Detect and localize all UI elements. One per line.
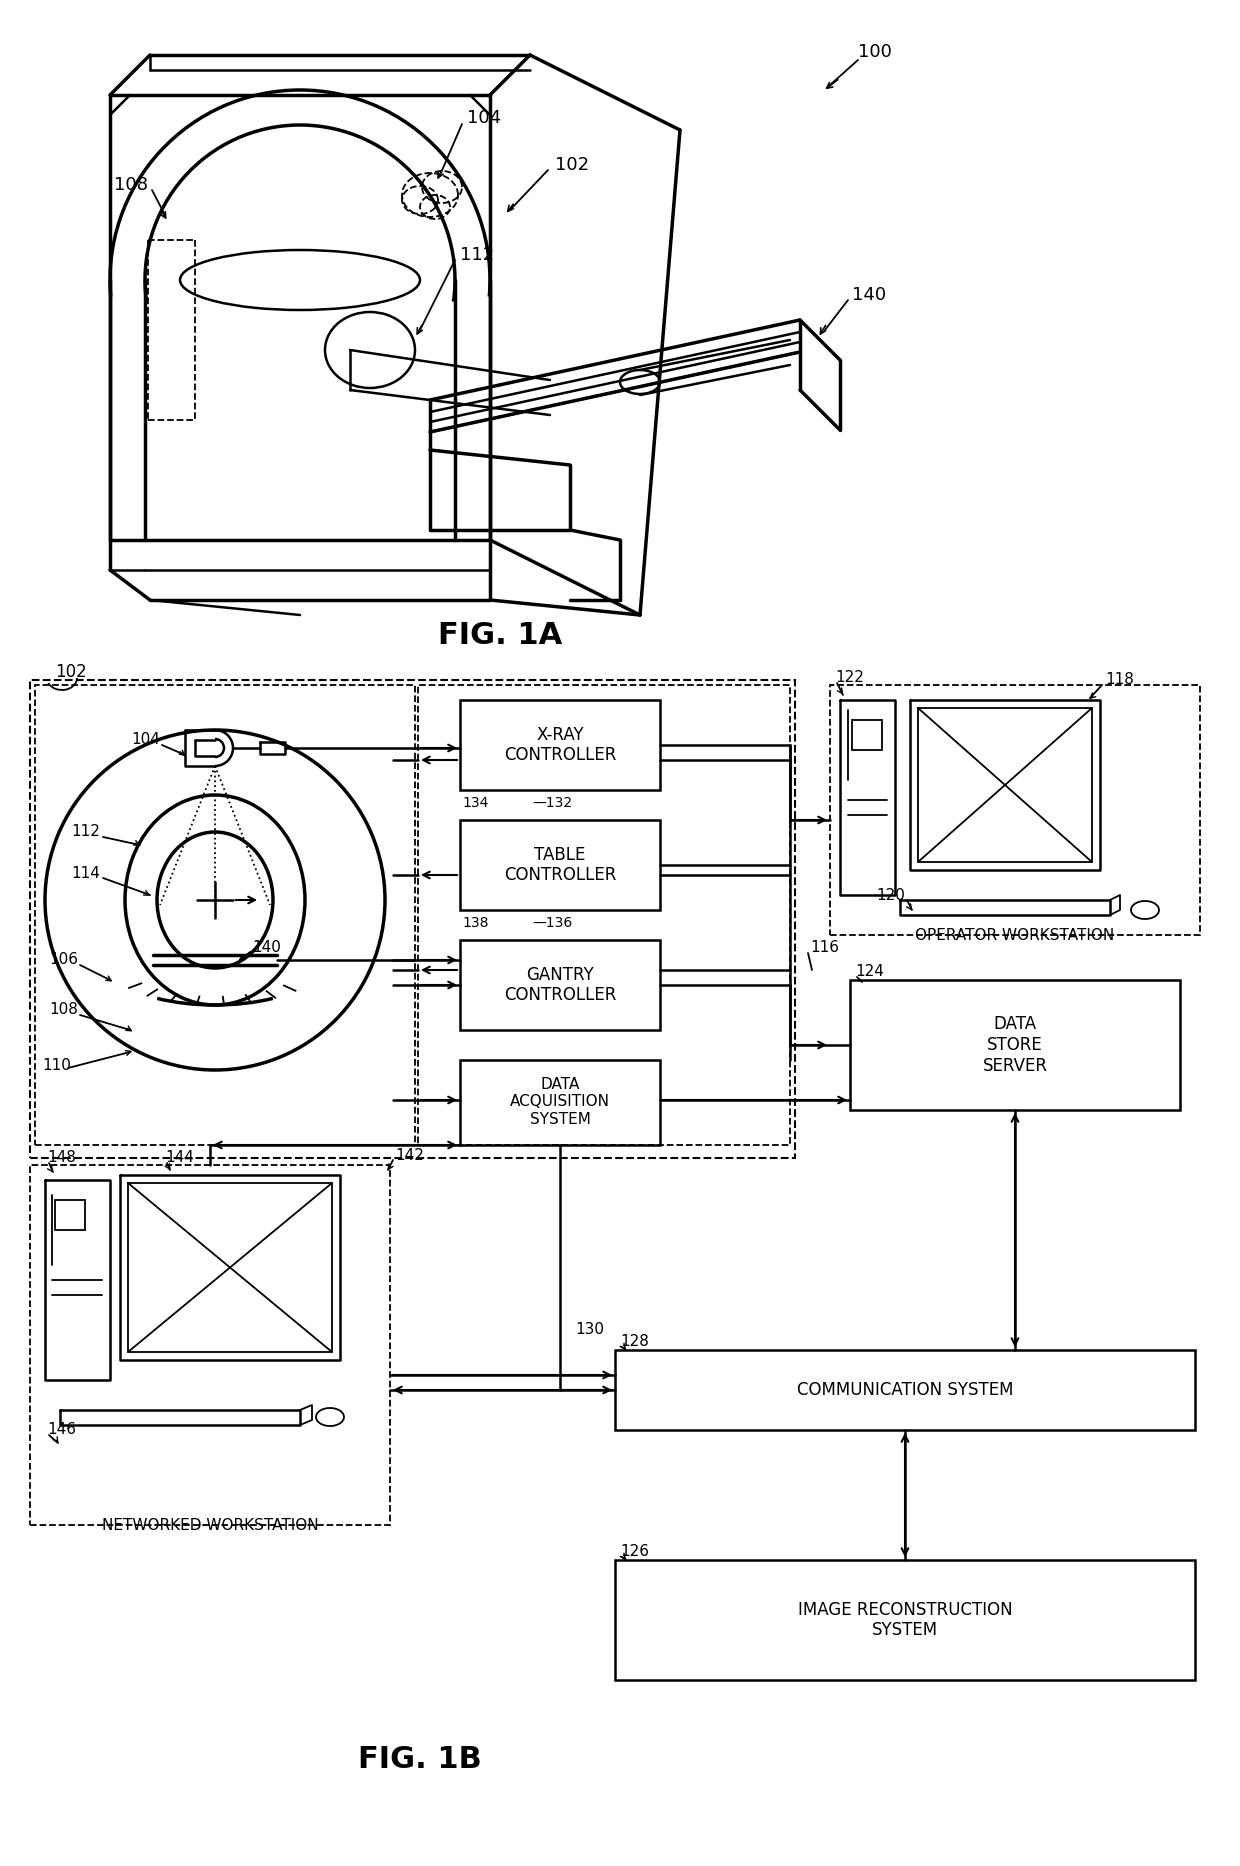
Text: 114: 114 [71,866,100,881]
Bar [852,720,882,750]
Text: 146: 146 [47,1422,76,1437]
Text: 120: 120 [877,888,905,903]
Text: X-RAY
CONTROLLER: X-RAY CONTROLLER [503,726,616,765]
Text: IMAGE RECONSTRUCTION
SYSTEM: IMAGE RECONSTRUCTION SYSTEM [797,1601,1012,1640]
Bar [615,1560,1195,1679]
Text: DATA
STORE
SERVER: DATA STORE SERVER [982,1015,1048,1075]
Text: GANTRY
CONTROLLER: GANTRY CONTROLLER [503,965,616,1004]
Bar [460,1060,660,1146]
Text: 110: 110 [42,1058,71,1073]
Text: 128: 128 [620,1334,649,1349]
Text: 126: 126 [620,1545,649,1560]
Text: 104: 104 [131,733,160,748]
Text: NETWORKED WORKSTATION: NETWORKED WORKSTATION [102,1517,319,1532]
Text: DATA
ACQUISITION
SYSTEM: DATA ACQUISITION SYSTEM [510,1077,610,1127]
Text: 140: 140 [252,939,281,955]
Text: 140: 140 [852,285,887,304]
Bar [849,980,1180,1110]
Text: 122: 122 [835,670,864,685]
Bar [30,679,795,1159]
Text: FIG. 1A: FIG. 1A [438,621,562,649]
Text: —132: —132 [532,797,572,810]
Text: 144: 144 [165,1151,193,1166]
Bar [55,1200,86,1230]
Bar [30,1164,391,1525]
Bar [460,700,660,789]
Bar [418,685,790,1146]
Text: OPERATOR WORKSTATION: OPERATOR WORKSTATION [915,927,1115,942]
Text: 102: 102 [556,157,589,174]
Text: TABLE
CONTROLLER: TABLE CONTROLLER [503,845,616,884]
Text: 138: 138 [463,916,489,929]
Bar [615,1349,1195,1429]
Text: 116: 116 [810,940,839,955]
Bar [460,819,660,911]
Bar [460,940,660,1030]
Text: —136: —136 [532,916,572,929]
Text: 108: 108 [114,175,148,194]
Text: 130: 130 [575,1323,605,1338]
Text: COMMUNICATION SYSTEM: COMMUNICATION SYSTEM [797,1381,1013,1400]
Text: 104: 104 [467,108,501,127]
Text: 112: 112 [460,246,495,263]
Text: 124: 124 [856,965,884,980]
Text: 134: 134 [463,797,489,810]
Text: 108: 108 [50,1002,78,1017]
Text: 142: 142 [396,1148,424,1163]
Text: 148: 148 [47,1151,76,1166]
Bar [830,685,1200,935]
Text: 100: 100 [858,43,892,62]
Bar [35,685,415,1146]
Text: 118: 118 [1105,672,1133,687]
Text: 112: 112 [71,825,100,840]
Text: FIG. 1B: FIG. 1B [358,1745,482,1775]
Text: 102: 102 [55,662,87,681]
Text: 106: 106 [50,952,78,967]
